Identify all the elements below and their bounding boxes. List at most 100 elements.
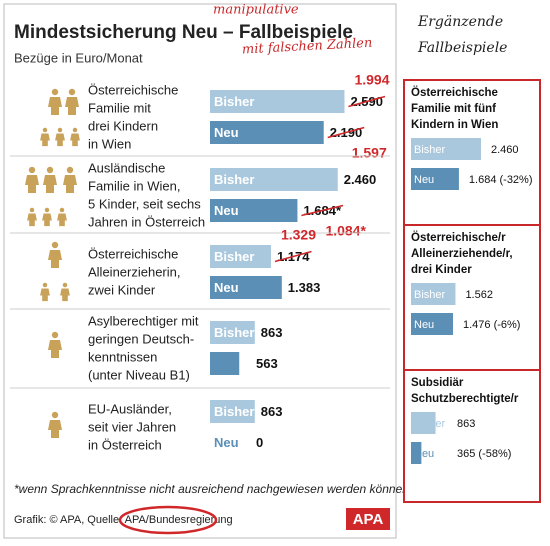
bar [210,352,240,375]
category-label: in Wien [88,136,131,151]
bar [411,442,422,464]
bar [210,199,298,222]
bar [210,276,282,299]
person-icon [51,331,59,339]
bar [411,283,456,305]
bar-series-label: Neu [214,203,239,218]
category-label: Alleinerzieherin, [88,264,181,279]
value-label: 2.460 [491,144,519,156]
source: Grafik: © APA, Quelle: APA/Bundesregieru… [14,514,233,526]
bar-series-label: Neu [414,448,434,460]
value-label: 1.383 [288,280,321,295]
bar [210,245,271,268]
person-icon [65,97,79,115]
category-label: kenntnissen [88,349,157,364]
side-title: Subsidiär [411,377,464,389]
category-label: EU-Ausländer, [88,401,172,416]
logo-box [346,508,390,530]
bar-series-label: Bisher [414,418,446,430]
person-icon [57,127,63,133]
category-label: 5 Kinder, seit sechs [88,196,201,211]
side-title: Kindern in Wien [411,119,498,131]
bar-series-label: Bisher [414,289,446,301]
category-label: drei Kindern [88,118,158,133]
bar-series-label: Bisher [214,94,254,109]
person-icon [42,213,52,227]
category-label: Österreichische [88,246,178,261]
bar-series-label: Neu [214,280,239,295]
value-label: 863 [457,418,475,430]
category-label: Österreichische [88,82,178,97]
strike [348,95,386,108]
footnote: *wenn Sprachkenntnisse nicht ausreichend… [14,482,409,496]
category-label: geringen Deutsch- [88,331,194,346]
bar-series-label: Bisher [214,325,254,340]
bar [411,138,481,160]
bar [210,400,255,423]
bar [210,121,324,144]
person-icon [29,207,35,213]
person-icon [68,88,76,96]
bar-series-label: Bisher [214,249,254,264]
side-title: Familie mit fünf [411,103,496,115]
side-box [403,369,541,503]
person-icon [44,207,50,213]
category-label: zwei Kinder [88,282,156,297]
side-title: Österreichische [411,86,498,99]
category-label: (unter Niveau B1) [88,367,190,382]
person-icon [70,133,80,147]
side-title: Alleinerziehende/r, [411,248,513,260]
side-title: Schutzberechtigte/r [411,393,519,405]
corrected-value-label: 1.994 [354,72,389,88]
highlight-ellipse [118,505,218,535]
category-label: Familie in Wien, [88,178,180,193]
person-icon [28,166,36,174]
value-label: 365 (-58%) [457,448,511,460]
bar [210,321,255,344]
bar [411,168,459,190]
value-label: 1.476 (-6%) [463,319,520,331]
bar [210,168,338,191]
value-label: 863 [261,404,283,419]
strike [301,204,344,217]
overlay-text: mit falschen Zahlen [242,36,373,58]
bar-series-label: Neu [414,174,434,186]
category-label: Familie mit [88,100,151,115]
value-label: 563 [256,356,278,371]
person-icon [40,288,50,302]
value-label: 1.684 (-32%) [469,174,533,186]
main-panel [3,3,397,539]
category-label: seit vier Jahren [88,419,176,434]
person-icon [51,88,59,96]
person-icon [66,166,74,174]
person-icon [42,127,48,133]
overlay-text: manipulative [213,3,299,18]
person-icon [42,282,48,288]
bar-series-label: Neu [214,435,239,450]
category-label: Asylberechtiger mit [88,313,199,328]
person-icon [60,288,70,302]
corrected-value-label: 1.084* [325,223,366,239]
category-label: in Österreich [88,437,162,452]
bar-series-label: Neu [414,319,434,331]
chart-subtitle: Bezüge in Euro/Monat [14,50,143,65]
person-icon [27,213,37,227]
person-icon [62,282,68,288]
value-label: 1.562 [465,289,493,301]
person-icon [63,175,77,193]
value-label: 0 [256,435,263,450]
person-icon [51,241,59,249]
value-label: 863 [261,325,283,340]
person-icon [40,133,50,147]
logo: APA [353,511,384,528]
person-icon [72,127,78,133]
person-icon [51,411,59,419]
value-label: 2.460 [344,172,377,187]
person-icon [48,97,62,115]
side-title: Österreichische/r [411,231,506,244]
person-icon [46,166,54,174]
person-icon [48,420,62,438]
person-icon [55,133,65,147]
bar-series-label: Bisher [214,404,254,419]
